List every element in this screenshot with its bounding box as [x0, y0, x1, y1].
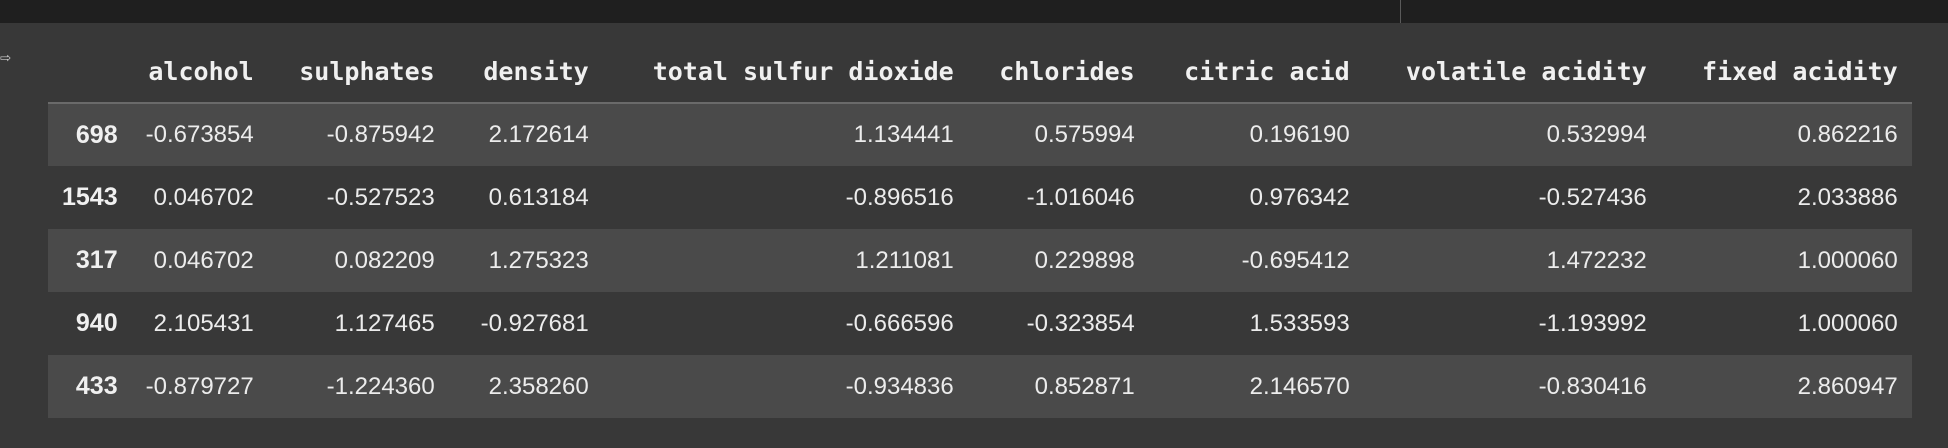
table-cell: 2.860947 [1797, 372, 1898, 400]
table-cell: -0.666596 [845, 309, 954, 337]
table-row: 1543 0.046702 -0.527523 0.613184 -0.8965… [48, 166, 1912, 229]
table-cell: -1.193992 [1538, 309, 1647, 337]
table-cell: 2.033886 [1797, 183, 1898, 211]
table-cell: 1.211081 [855, 246, 954, 274]
topbar-divider [1400, 0, 1401, 23]
table-cell: -0.830416 [1538, 372, 1647, 400]
table-cell: -0.896516 [845, 183, 954, 211]
dataframe-output: alcohol sulphates density total sulfur d… [48, 40, 1912, 418]
table-cell: 1.134441 [853, 121, 954, 148]
column-header: alcohol [131, 40, 268, 104]
table-cell: 1.000060 [1797, 246, 1898, 274]
table-cell: 1.000060 [1797, 309, 1898, 337]
column-header: sulphates [267, 40, 449, 104]
table-cell: -0.875942 [326, 121, 435, 148]
table-cell: -1.016046 [1026, 183, 1135, 211]
table-row: 317 0.046702 0.082209 1.275323 1.211081 … [48, 229, 1912, 292]
table-cell: -0.527523 [326, 183, 435, 211]
table-cell: -0.527436 [1538, 183, 1647, 211]
column-header: density [448, 40, 603, 104]
table-cell: 0.852871 [1034, 372, 1135, 400]
table-cell: 0.196190 [1249, 121, 1350, 148]
index-header [48, 40, 132, 104]
table-row: 433 -0.879727 -1.224360 2.358260 -0.9348… [48, 355, 1912, 418]
table-cell: 0.046702 [153, 246, 254, 274]
row-index: 317 [75, 246, 118, 274]
row-index: 1543 [62, 183, 118, 211]
table-cell: 2.358260 [488, 372, 589, 400]
table-cell: -0.934836 [845, 372, 954, 400]
column-header: volatile acidity [1363, 40, 1661, 104]
output-redirect-icon[interactable]: ⇨ [0, 47, 11, 68]
table-cell: 0.046702 [153, 183, 254, 211]
table-cell: 2.172614 [488, 121, 589, 148]
table-cell: -0.673854 [145, 121, 254, 148]
row-index: 940 [75, 309, 118, 337]
table-cell: 1.275323 [488, 246, 589, 274]
table-cell: 0.532994 [1546, 121, 1647, 148]
table-cell: 2.146570 [1249, 372, 1350, 400]
table-cell: 1.533593 [1249, 309, 1350, 337]
table-row: 940 2.105431 1.127465 -0.927681 -0.66659… [48, 292, 1912, 355]
table-cell: -1.224360 [326, 372, 435, 400]
table-cell: 0.862216 [1797, 121, 1898, 148]
table-cell: -0.695412 [1241, 246, 1350, 274]
dataframe-table: alcohol sulphates density total sulfur d… [48, 40, 1912, 418]
column-header: chlorides [967, 40, 1149, 104]
table-row: 698 -0.673854 -0.875942 2.172614 1.13444… [48, 103, 1912, 166]
table-cell: -0.879727 [145, 372, 254, 400]
column-header: total sulfur dioxide [602, 40, 968, 104]
header-row: alcohol sulphates density total sulfur d… [48, 40, 1912, 104]
row-index: 433 [75, 372, 118, 400]
column-header: fixed acidity [1660, 40, 1912, 104]
top-bar [0, 0, 1948, 23]
table-cell: 1.472232 [1546, 246, 1647, 274]
table-cell: 0.613184 [488, 183, 589, 211]
table-cell: -0.927681 [480, 309, 589, 337]
table-cell: 1.127465 [334, 309, 435, 337]
table-cell: 0.575994 [1034, 121, 1135, 148]
table-cell: 2.105431 [153, 309, 254, 337]
table-cell: -0.323854 [1026, 309, 1135, 337]
row-index: 698 [75, 120, 118, 149]
table-cell: 0.229898 [1034, 246, 1135, 274]
table-cell: 0.082209 [334, 246, 435, 274]
table-cell: 0.976342 [1249, 183, 1350, 211]
column-header: citric acid [1148, 40, 1364, 104]
